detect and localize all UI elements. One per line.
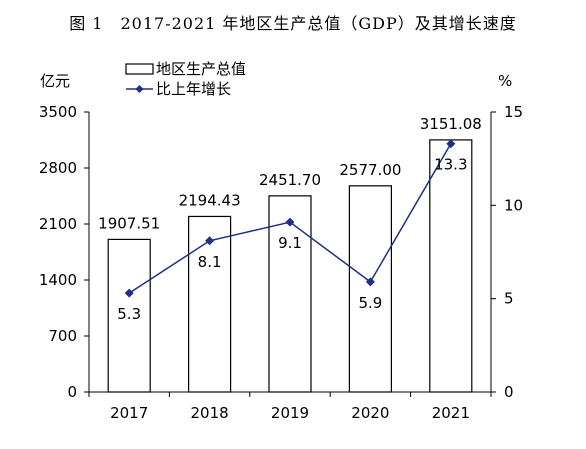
growth-line-series [124, 139, 456, 298]
growth-point [205, 236, 215, 246]
y-left-tick-label: 3500 [39, 103, 77, 121]
bar-value-label: 3151.08 [420, 115, 482, 133]
y-right-tick-label: 10 [504, 196, 523, 214]
bar-value-label: 2194.43 [179, 191, 241, 209]
chart-title: 图 1 2017-2021 年地区生产总值（GDP）及其增长速度 [69, 14, 517, 33]
y-right-tick-label: 0 [504, 383, 514, 401]
growth-value-label: 5.9 [358, 294, 382, 312]
legend-bar-label: 地区生产总值 [156, 60, 246, 78]
growth-point [285, 217, 295, 227]
bar [348, 185, 392, 393]
x-tick-label: 2018 [191, 404, 229, 422]
bar [268, 195, 312, 393]
growth-point [365, 277, 375, 287]
growth-value-label: 8.1 [198, 253, 222, 271]
bar-value-label: 2577.00 [339, 161, 401, 179]
legend: 地区生产总值 比上年增长 [125, 60, 246, 98]
x-tick-label: 2021 [432, 404, 470, 422]
legend-line-marker [135, 85, 144, 93]
growth-value-label: 13.3 [434, 156, 467, 174]
growth-point [446, 139, 456, 149]
y-left-tick-label: 1400 [39, 271, 77, 289]
data-labels: 1907.51 2194.43 2451.70 2577.00 3151.08 5.3 8.… [98, 115, 482, 323]
y-left-tick-label: 0 [67, 383, 77, 401]
x-tick-label: 2019 [271, 404, 309, 422]
growth-point [124, 288, 134, 298]
y-right-tick-label: 15 [504, 103, 523, 121]
x-tick-label: 2020 [351, 404, 389, 422]
bar [429, 139, 473, 393]
bar [188, 215, 232, 393]
y-left-unit: 亿元 [40, 72, 70, 90]
y-left-tick-label: 2100 [39, 215, 77, 233]
x-tick-label: 2017 [110, 404, 148, 422]
growth-value-label: 5.3 [117, 305, 141, 323]
legend-bar-swatch [125, 63, 154, 75]
bar-value-label: 2451.70 [259, 171, 321, 189]
y-left-tick-label: 2800 [39, 159, 77, 177]
growth-value-label: 9.1 [278, 234, 302, 252]
bar-value-label: 1907.51 [98, 214, 160, 232]
bar [107, 238, 151, 393]
legend-line-label: 比上年增长 [156, 80, 231, 98]
y-right-unit: % [498, 72, 512, 90]
y-left-tick-label: 700 [48, 327, 77, 345]
y-right-tick-label: 5 [504, 290, 514, 308]
bars [107, 139, 473, 393]
